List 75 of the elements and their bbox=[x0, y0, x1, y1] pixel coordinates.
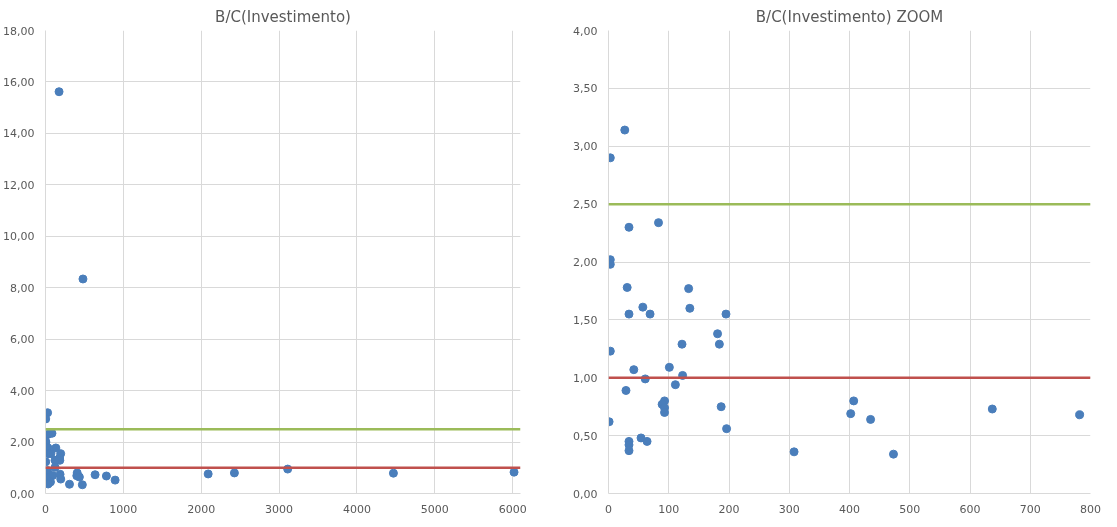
point bbox=[229, 468, 239, 478]
y-tick-label: 16,00 bbox=[3, 75, 35, 89]
point bbox=[670, 380, 680, 390]
point bbox=[624, 222, 634, 232]
x-tick-label: 6000 bbox=[498, 502, 527, 516]
y-tick-label: 10,00 bbox=[3, 230, 35, 244]
chart-title: B/C(Investimento) ZOOM bbox=[755, 7, 944, 26]
x-tick-label: 100 bbox=[658, 502, 680, 516]
point bbox=[624, 309, 634, 319]
point bbox=[849, 396, 859, 406]
point bbox=[677, 339, 687, 349]
point bbox=[714, 339, 724, 349]
point bbox=[685, 303, 695, 313]
point bbox=[101, 471, 111, 481]
y-tick-label: 4,00 bbox=[573, 24, 598, 38]
point bbox=[388, 468, 398, 478]
y-tick-label: 3,00 bbox=[573, 140, 598, 154]
point bbox=[622, 282, 632, 292]
y-tick-label: 14,00 bbox=[3, 127, 35, 141]
x-tick-label: 3000 bbox=[265, 502, 294, 516]
point bbox=[621, 385, 631, 395]
y-tick-label: 12,00 bbox=[3, 178, 35, 192]
point bbox=[722, 424, 732, 434]
point bbox=[716, 402, 726, 412]
point bbox=[721, 309, 731, 319]
point bbox=[664, 362, 674, 372]
x-tick-label: 700 bbox=[1019, 502, 1041, 516]
y-tick-label: 0,50 bbox=[573, 429, 598, 443]
x-tick-label: 200 bbox=[718, 502, 740, 516]
point bbox=[203, 469, 213, 479]
point bbox=[78, 274, 88, 284]
point bbox=[987, 404, 997, 414]
x-tick-label: 0 bbox=[605, 502, 612, 516]
y-tick-label: 8,00 bbox=[10, 281, 35, 295]
y-tick-label: 4,00 bbox=[10, 384, 35, 398]
x-tick-label: 800 bbox=[1080, 502, 1101, 516]
x-tick-label: 500 bbox=[899, 502, 921, 516]
x-tick-label: 4000 bbox=[342, 502, 371, 516]
point bbox=[866, 414, 876, 424]
y-tick-label: 18,00 bbox=[3, 24, 35, 38]
point bbox=[1075, 410, 1085, 420]
point bbox=[642, 436, 652, 446]
y-tick-label: 1,50 bbox=[573, 313, 598, 327]
point bbox=[620, 125, 630, 135]
y-tick-label: 3,50 bbox=[573, 82, 598, 96]
point bbox=[110, 475, 120, 485]
point bbox=[846, 409, 856, 419]
y-tick-label: 2,00 bbox=[10, 436, 35, 450]
point bbox=[789, 447, 799, 457]
x-tick-label: 300 bbox=[778, 502, 800, 516]
point bbox=[654, 218, 664, 228]
y-tick-label: 6,00 bbox=[10, 333, 35, 347]
point bbox=[713, 329, 723, 339]
y-tick-label: 1,00 bbox=[573, 371, 598, 385]
x-tick-label: 5000 bbox=[420, 502, 449, 516]
point bbox=[54, 87, 64, 97]
x-tick-label: 400 bbox=[839, 502, 860, 516]
point bbox=[90, 470, 100, 480]
y-tick-label: 2,50 bbox=[573, 198, 598, 212]
y-tick-label: 0,00 bbox=[573, 487, 598, 501]
x-tick-label: 1000 bbox=[109, 502, 138, 516]
point bbox=[684, 284, 694, 294]
chart-title: B/C(Investimento) bbox=[215, 7, 351, 26]
point bbox=[624, 446, 634, 456]
point bbox=[638, 302, 648, 312]
point bbox=[629, 365, 639, 375]
y-tick-label: 2,00 bbox=[573, 256, 598, 269]
y-tick-label: 0,00 bbox=[10, 487, 35, 501]
point bbox=[645, 309, 655, 319]
x-tick-label: 600 bbox=[959, 502, 981, 516]
point bbox=[77, 480, 87, 490]
x-tick-label: 2000 bbox=[187, 502, 216, 516]
point bbox=[888, 449, 898, 459]
x-tick-label: 0 bbox=[42, 502, 49, 516]
point bbox=[64, 479, 74, 489]
